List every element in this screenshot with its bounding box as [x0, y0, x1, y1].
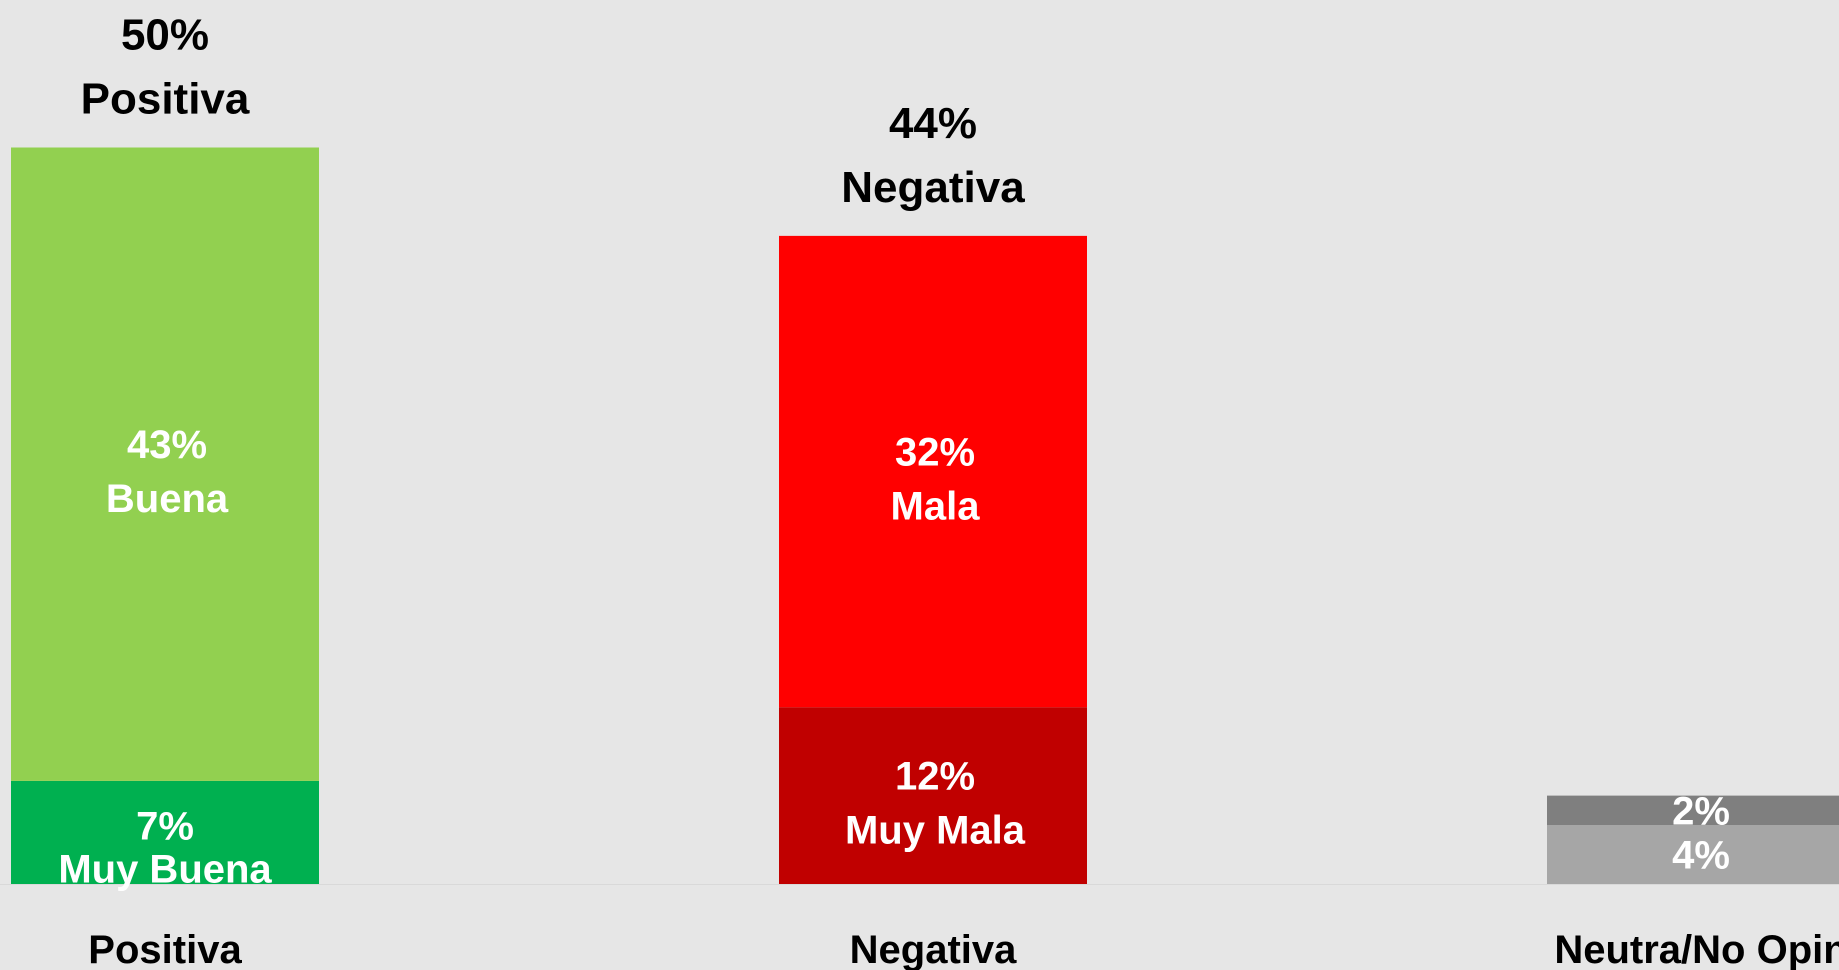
total-value-label: 50%: [121, 11, 209, 60]
bar-segment: [1547, 825, 1839, 884]
bar-segment: [11, 147, 319, 781]
segment-value-label: 32%: [895, 431, 975, 475]
category-tick-label: Negativa: [850, 928, 1017, 970]
category-tick-label: Neutra/No Opin: [1554, 928, 1839, 970]
total-value-label: 44%: [889, 99, 977, 148]
segment-value-label: 7%: [136, 804, 194, 848]
bar-segment: [779, 707, 1087, 884]
bar-segment: [11, 780, 319, 884]
segment-value-label: 12%: [895, 755, 975, 799]
segment-value-label: 43%: [127, 423, 207, 467]
segment-name-label: Buena: [106, 477, 229, 521]
segment-value-label: 2%: [1672, 789, 1730, 833]
total-name-label: Positiva: [81, 75, 250, 124]
segment-name-label: Mala: [891, 485, 981, 529]
bar-segment: [1547, 795, 1839, 826]
segment-value-label: 4%: [1672, 834, 1730, 878]
category-tick-label: Positiva: [88, 928, 242, 970]
segment-name-label: Muy Buena: [58, 847, 272, 891]
segment-name-label: Muy Mala: [845, 809, 1026, 853]
bar-segment: [779, 235, 1087, 708]
total-name-label: Negativa: [841, 163, 1025, 212]
